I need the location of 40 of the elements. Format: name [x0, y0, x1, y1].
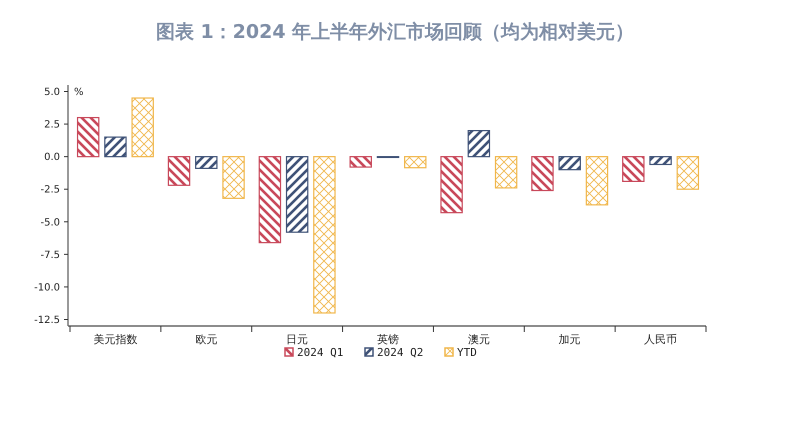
bar: [531, 156, 554, 192]
bar: [468, 130, 490, 158]
bar: [676, 156, 700, 190]
bar: [258, 156, 282, 244]
y-tick-label: 0.0: [44, 152, 60, 164]
y-tick-label: -5.0: [40, 217, 60, 228]
bar: [168, 156, 190, 186]
x-tick-label: 欧元: [195, 333, 218, 346]
chart-title: 图表 1：2024 年上半年外汇市场回顾（均为相对美元）: [156, 21, 634, 43]
bar: [76, 116, 100, 158]
bar: [440, 156, 463, 214]
bar: [494, 156, 518, 189]
bar: [195, 156, 218, 169]
y-tick-label: 2.5: [44, 120, 60, 131]
bar: [131, 97, 154, 158]
bar: [622, 156, 645, 182]
x-tick-label: 加元: [558, 333, 581, 346]
bar: [313, 156, 336, 314]
y-tick-label: 5.0: [44, 87, 60, 98]
x-tick-label: 澳元: [468, 333, 490, 346]
y-tick-label: -2.5: [40, 184, 60, 196]
bar: [649, 156, 672, 166]
legend-label: 2024 Q1: [297, 346, 344, 359]
bar: [404, 156, 426, 168]
x-tick-label: 英镑: [377, 333, 399, 346]
bar: [104, 136, 127, 158]
bar: [350, 156, 372, 168]
bar: [286, 156, 308, 233]
y-tick-label: -12.5: [34, 314, 60, 326]
bar: [222, 156, 245, 199]
x-tick-label: 日元: [286, 333, 308, 346]
legend-label: YTD: [457, 346, 477, 359]
y-tick-label: -7.5: [40, 250, 60, 261]
y-tick-label: -10.0: [34, 282, 60, 294]
x-tick-label: 人民币: [644, 333, 678, 346]
y-axis-title: %: [74, 87, 84, 98]
bar: [558, 156, 581, 170]
bar: [586, 156, 608, 206]
x-tick-label: 美元指数: [93, 333, 138, 346]
legend-label: 2024 Q2: [377, 346, 424, 359]
